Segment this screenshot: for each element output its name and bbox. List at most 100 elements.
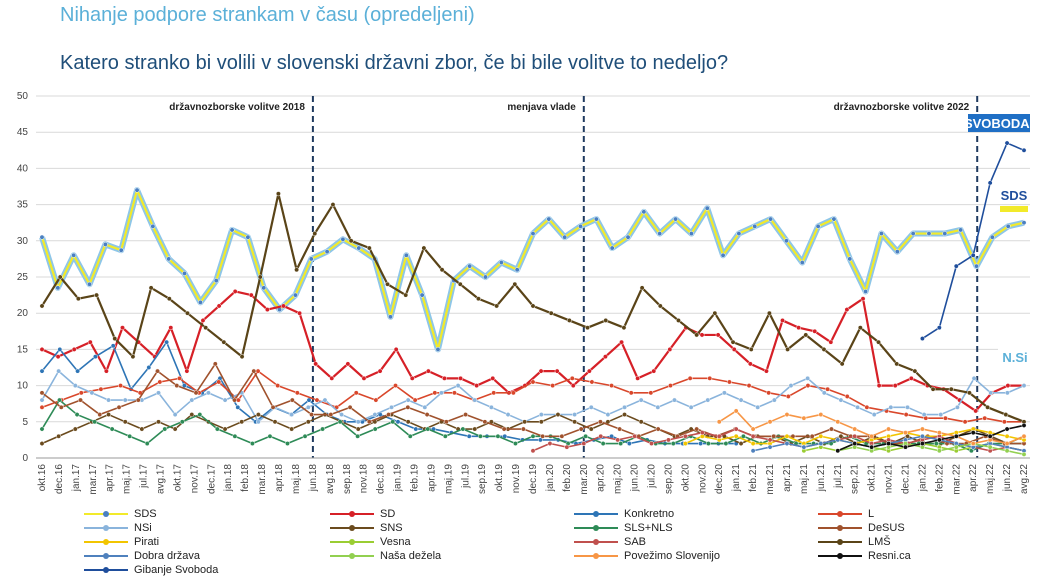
x-tick-label: okt.16 xyxy=(37,464,48,492)
data-point xyxy=(530,379,536,385)
data-point xyxy=(589,379,595,385)
data-point xyxy=(488,404,494,410)
data-point xyxy=(605,412,611,418)
data-point xyxy=(106,397,112,403)
data-point xyxy=(419,292,425,298)
data-point xyxy=(586,368,592,374)
data-point xyxy=(953,444,959,450)
data-point xyxy=(852,426,858,432)
data-point xyxy=(970,441,976,446)
data-point xyxy=(651,368,657,374)
data-point xyxy=(694,332,700,338)
data-point xyxy=(908,375,914,381)
data-point xyxy=(572,412,578,418)
data-point xyxy=(750,433,756,439)
legend-label: LMŠ xyxy=(868,536,891,548)
data-point xyxy=(942,415,948,421)
data-point xyxy=(39,234,45,240)
data-point xyxy=(174,383,180,389)
data-point xyxy=(694,426,700,432)
data-point xyxy=(407,433,413,439)
x-tick-label: maj.18 xyxy=(291,464,302,494)
data-point xyxy=(405,404,411,410)
data-point xyxy=(232,433,238,439)
data-point xyxy=(109,426,115,432)
data-point xyxy=(704,205,710,211)
x-tick-label: maj.17 xyxy=(122,464,133,494)
party-logo-text: SDS xyxy=(1001,188,1028,203)
data-point xyxy=(156,390,161,396)
data-point xyxy=(740,433,746,439)
data-point xyxy=(355,419,361,425)
data-point xyxy=(855,404,861,410)
data-point xyxy=(801,415,807,421)
data-point xyxy=(177,375,182,381)
data-point xyxy=(572,419,578,425)
data-point xyxy=(403,252,409,258)
data-point xyxy=(432,390,438,396)
data-point xyxy=(818,433,824,439)
data-point xyxy=(667,346,673,352)
data-point xyxy=(1004,448,1010,454)
data-point xyxy=(936,448,942,454)
legend-label: Resni.ca xyxy=(868,550,911,562)
x-tick-label: mar.22 xyxy=(951,464,962,495)
data-point xyxy=(670,441,676,446)
data-point xyxy=(699,332,705,338)
legend-item: NSi xyxy=(84,522,152,534)
data-point xyxy=(886,426,892,432)
x-tick-label: maj.21 xyxy=(799,464,810,494)
data-point xyxy=(386,412,392,418)
data-point xyxy=(788,383,794,389)
x-tick-label: feb.21 xyxy=(748,464,759,492)
data-point xyxy=(232,289,238,294)
data-point xyxy=(538,368,544,374)
y-tick-label: 0 xyxy=(22,453,28,464)
data-point xyxy=(966,390,972,396)
data-point xyxy=(74,412,80,418)
legend-swatch xyxy=(818,551,862,561)
data-point xyxy=(294,267,300,273)
data-point xyxy=(771,433,777,439)
data-point xyxy=(347,404,353,410)
data-point xyxy=(547,441,553,446)
data-point xyxy=(522,419,528,425)
data-point xyxy=(510,390,516,396)
data-point xyxy=(948,386,954,392)
data-point xyxy=(189,397,195,403)
data-point xyxy=(1004,390,1010,396)
data-point xyxy=(926,231,932,237)
x-tick-label: jun.18 xyxy=(308,464,319,493)
data-point xyxy=(828,339,834,345)
x-tick-label: feb.20 xyxy=(562,464,573,492)
data-point xyxy=(936,325,942,331)
data-point xyxy=(564,444,570,450)
data-point xyxy=(871,412,877,418)
data-point xyxy=(628,390,634,396)
legend-item: Gibanje Svoboda xyxy=(84,564,218,576)
party-logo xyxy=(968,114,1030,132)
legend-item: Dobra država xyxy=(84,550,200,562)
data-point xyxy=(655,404,661,410)
legend-item: L xyxy=(818,508,874,520)
data-point xyxy=(936,437,942,443)
legend-swatch xyxy=(330,523,374,533)
x-tick-label: avg.18 xyxy=(325,464,336,494)
x-tick-label: sep.21 xyxy=(850,464,861,494)
data-point xyxy=(467,263,473,269)
data-point xyxy=(257,274,263,280)
data-point xyxy=(501,426,507,432)
data-point xyxy=(439,267,445,273)
data-point xyxy=(312,231,318,237)
data-point xyxy=(248,292,254,298)
data-point xyxy=(570,383,576,389)
chart-supertitle: Nihanje podpore strankam v času (opredel… xyxy=(60,4,475,26)
x-tick-label: avg.17 xyxy=(156,464,167,494)
data-point xyxy=(784,433,790,439)
data-point xyxy=(809,433,815,439)
data-point xyxy=(688,231,694,237)
data-point xyxy=(942,231,948,237)
x-tick-label: okt.19 xyxy=(494,464,505,492)
data-point xyxy=(366,419,372,425)
data-point xyxy=(120,325,125,331)
